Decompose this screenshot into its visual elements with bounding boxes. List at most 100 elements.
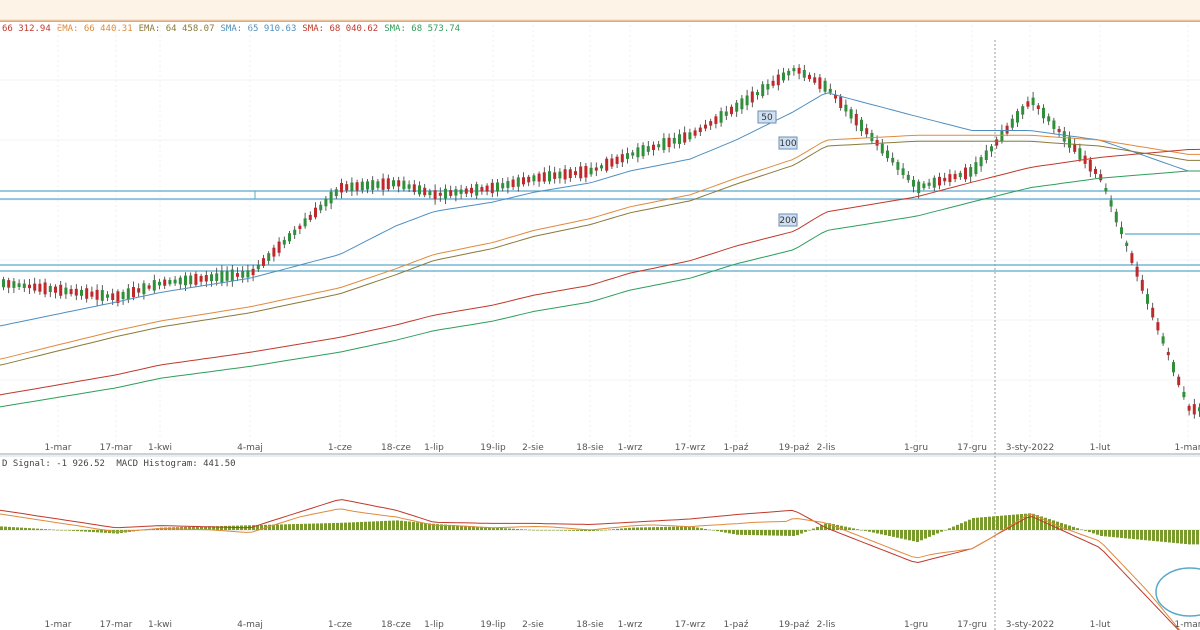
macd-histogram-bar [1124, 530, 1127, 539]
candle [397, 180, 401, 187]
macd-histogram-bar [1116, 530, 1119, 538]
macd-histogram-bar [584, 530, 587, 532]
macd-histogram-bar [872, 530, 875, 533]
candle [314, 207, 317, 218]
macd-histogram-bar [80, 530, 83, 532]
macd-histogram-bar [216, 526, 219, 530]
candle [501, 183, 505, 189]
candle [688, 132, 692, 140]
macd-histogram-bar [196, 526, 199, 530]
candle [43, 282, 47, 295]
candle [730, 106, 733, 115]
candle [106, 294, 109, 298]
macd-histogram-bar [320, 523, 323, 530]
macd-histogram-bar [1148, 530, 1151, 541]
candle [589, 167, 593, 175]
candle [1156, 322, 1160, 331]
candle [1166, 352, 1170, 356]
macd-histogram-bar [560, 530, 563, 531]
macd-histogram-bar [192, 526, 195, 530]
macd-histogram-bar [748, 530, 751, 536]
candle [1026, 101, 1030, 107]
macd-histogram-bar [680, 526, 683, 530]
candle [199, 275, 203, 282]
macd-histogram-bar [600, 530, 603, 531]
macd-histogram-bar [768, 530, 771, 536]
candle [782, 72, 785, 81]
x-tick-label: 17-gru [957, 443, 987, 453]
x-tick-label: 17-mar [100, 443, 133, 453]
macd-histogram-bar [276, 524, 279, 530]
candle [995, 139, 999, 146]
candle [834, 94, 837, 99]
macd-histogram-bar [620, 528, 623, 530]
candle [126, 288, 130, 300]
candle [1005, 125, 1009, 134]
candle [210, 274, 213, 282]
candle [111, 293, 115, 300]
macd-histogram-bar [328, 523, 331, 530]
candle [553, 172, 557, 179]
candle [100, 290, 104, 301]
macd-signal-label: D Signal: -1 926.52 [2, 459, 105, 469]
macd-histogram-bar [460, 525, 463, 530]
macd-histogram-bar [588, 530, 591, 532]
macd-histogram-bar [604, 529, 607, 531]
candle [69, 289, 73, 295]
macd-histogram-bar [308, 523, 311, 530]
candle [449, 190, 453, 196]
candle [178, 277, 182, 285]
x-tick-label: 3-sty-2022 [1006, 443, 1055, 453]
macd-histogram-bar [224, 525, 227, 530]
macd-histogram-bar [868, 530, 871, 532]
macd-histogram-bar [20, 527, 23, 530]
candle [386, 178, 390, 190]
macd-histogram-bar [740, 530, 743, 535]
macd-histogram-bar [480, 526, 483, 530]
candle [792, 68, 796, 72]
candle [1052, 120, 1056, 129]
macd-histogram-bar [392, 520, 395, 530]
candle [298, 225, 302, 229]
candle [1031, 97, 1035, 106]
indicator-value: EMA: 64 458.07 [138, 24, 215, 34]
candle [787, 70, 791, 76]
candle [1047, 116, 1051, 122]
candle [7, 280, 11, 288]
macd-histogram-bar [336, 522, 339, 530]
macd-histogram-bar [512, 528, 515, 530]
candle [1182, 391, 1186, 398]
macd-histogram-bar [288, 524, 291, 530]
macd-histogram-bar [428, 523, 431, 530]
macd-histogram-bar [648, 527, 651, 530]
candle [1078, 148, 1082, 160]
macd-histogram-bar [820, 525, 823, 530]
candle [407, 184, 411, 189]
macd-histogram-bar [720, 530, 723, 532]
candle [80, 289, 83, 296]
macd-histogram-bar [1008, 515, 1011, 530]
candle [1130, 253, 1134, 263]
macd-histogram-bar [540, 530, 543, 531]
x-tick-label: 1-gru [904, 620, 928, 630]
macd-histogram-bar [1076, 528, 1079, 530]
candle [672, 137, 676, 144]
candle [953, 173, 957, 180]
macd-histogram-bar [1084, 530, 1087, 531]
candle [506, 181, 510, 188]
macd-histogram-bar [524, 529, 527, 530]
macd-histogram-bar [416, 522, 419, 530]
candle [381, 178, 385, 190]
macd-histogram-bar [1144, 530, 1147, 541]
macd-histogram-bar [200, 526, 203, 530]
candle [428, 191, 432, 196]
candle [719, 111, 723, 123]
macd-histogram-bar [812, 528, 815, 530]
x-tick-label: 17-wrz [675, 620, 706, 630]
macd-histogram-bar [300, 523, 303, 530]
candle [152, 280, 156, 291]
candle [1042, 107, 1045, 119]
macd-histogram-bar [852, 528, 855, 530]
macd-histogram-bar [32, 528, 35, 530]
